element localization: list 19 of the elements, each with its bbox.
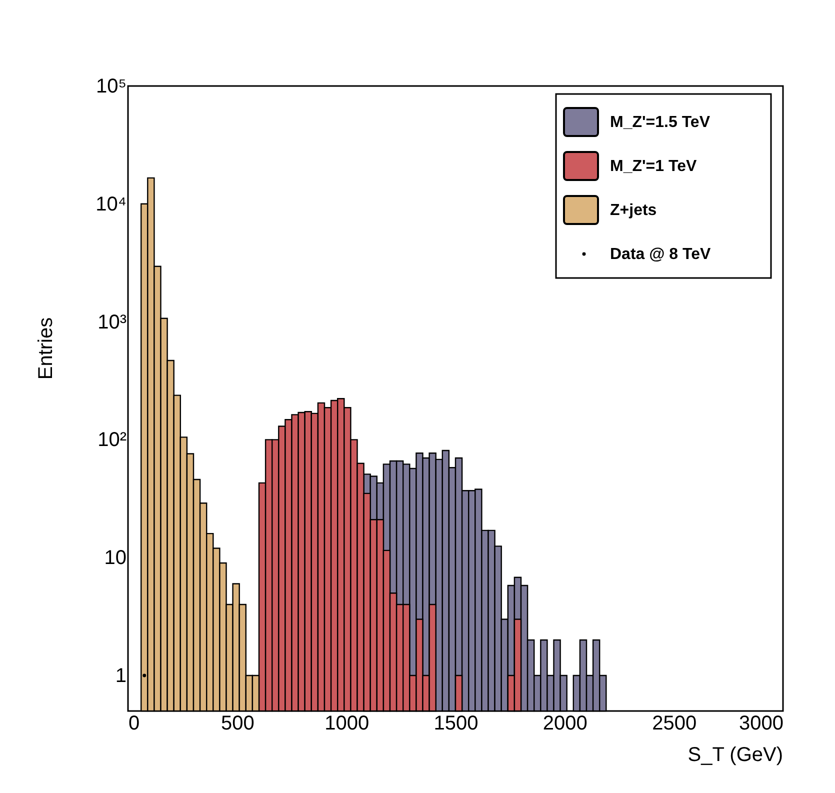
- y-axis-title: Entries: [35, 317, 57, 380]
- y-tick-label: 10: [104, 547, 126, 570]
- x-tick-label: 500: [220, 712, 254, 734]
- x-tick-label: 2500: [652, 712, 697, 734]
- legend-label: Z+jets: [610, 202, 657, 219]
- x-tick-label: 1500: [434, 712, 478, 734]
- x-tick-label: 2000: [542, 712, 588, 734]
- legend-label: Data @ 8 TeV: [610, 246, 711, 263]
- y-tick-label: 10²: [98, 429, 127, 452]
- x-axis-title: S_T (GeV): [688, 744, 783, 766]
- y-tick-label: 10³: [98, 311, 127, 334]
- legend-label: M_Z'=1.5 TeV: [610, 114, 710, 131]
- x-tick-label: 1000: [324, 712, 370, 734]
- x-tick-label: 3000: [739, 712, 784, 734]
- legend-label: M_Z'=1 TeV: [610, 158, 697, 175]
- x-tick-label: 0: [128, 712, 140, 734]
- y-tick-label: 10⁵: [96, 76, 126, 98]
- y-tick-label: 1: [115, 665, 126, 688]
- y-tick-label: 10⁴: [96, 193, 126, 216]
